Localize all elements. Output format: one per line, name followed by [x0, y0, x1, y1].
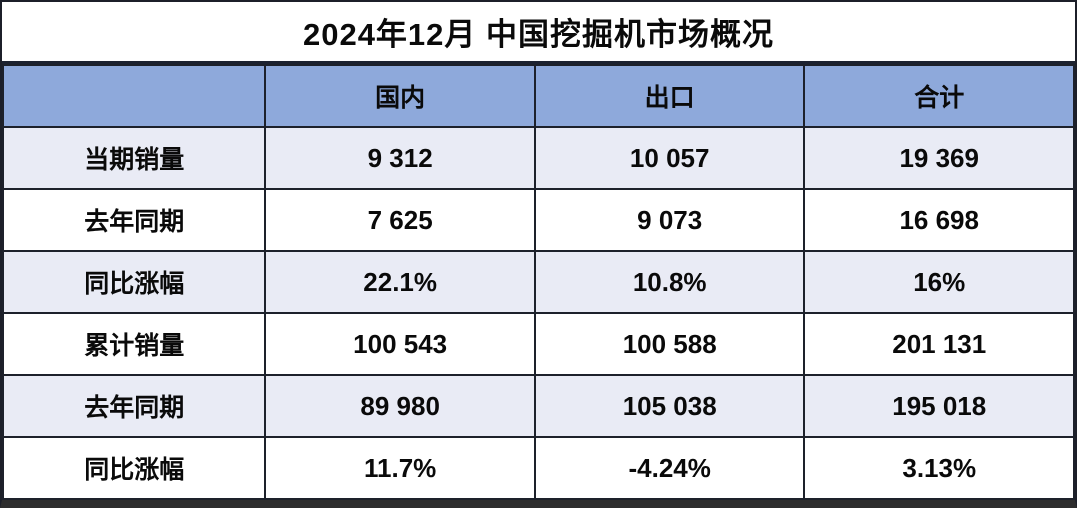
data-cell: 10 057: [533, 126, 806, 190]
table-row: 同比涨幅 11.7% -4.24% 3.13%: [1, 436, 1075, 500]
table-row: 累计销量 100 543 100 588 201 131: [1, 312, 1075, 376]
row-label: 同比涨幅: [1, 250, 267, 314]
data-cell: 7 625: [264, 188, 536, 252]
data-cell: 16%: [803, 250, 1075, 314]
data-table: 国内 出口 合计 当期销量 9 312 10 057 19 369 去年同期 7…: [1, 64, 1075, 500]
table-row: 去年同期 7 625 9 073 16 698: [1, 188, 1075, 252]
data-cell: 9 073: [533, 188, 806, 252]
data-cell: 22.1%: [264, 250, 536, 314]
data-cell: 100 588: [533, 312, 806, 376]
column-header-export: 出口: [533, 64, 806, 128]
column-header-domestic: 国内: [264, 64, 536, 128]
row-label: 累计销量: [1, 312, 267, 376]
row-label: 去年同期: [1, 374, 267, 438]
data-cell: -4.24%: [533, 436, 806, 500]
row-label: 同比涨幅: [1, 436, 267, 500]
data-cell: 201 131: [803, 312, 1075, 376]
data-cell: 16 698: [803, 188, 1075, 252]
data-cell: 19 369: [803, 126, 1075, 190]
column-header-total: 合计: [803, 64, 1075, 128]
data-cell: 11.7%: [264, 436, 536, 500]
data-cell: 3.13%: [803, 436, 1075, 500]
table-row: 去年同期 89 980 105 038 195 018: [1, 374, 1075, 438]
data-cell: 105 038: [533, 374, 806, 438]
data-cell: 195 018: [803, 374, 1075, 438]
table-row: 同比涨幅 22.1% 10.8% 16%: [1, 250, 1075, 314]
table-title: 2024年12月 中国挖掘机市场概况: [2, 2, 1075, 64]
data-cell: 100 543: [264, 312, 536, 376]
data-cell: 89 980: [264, 374, 536, 438]
data-cell: 9 312: [264, 126, 536, 190]
column-header-blank: [1, 64, 267, 128]
data-cell: 10.8%: [533, 250, 806, 314]
table-row: 当期销量 9 312 10 057 19 369: [1, 126, 1075, 190]
header-row: 国内 出口 合计: [1, 64, 1075, 128]
row-label: 当期销量: [1, 126, 267, 190]
row-label: 去年同期: [1, 188, 267, 252]
